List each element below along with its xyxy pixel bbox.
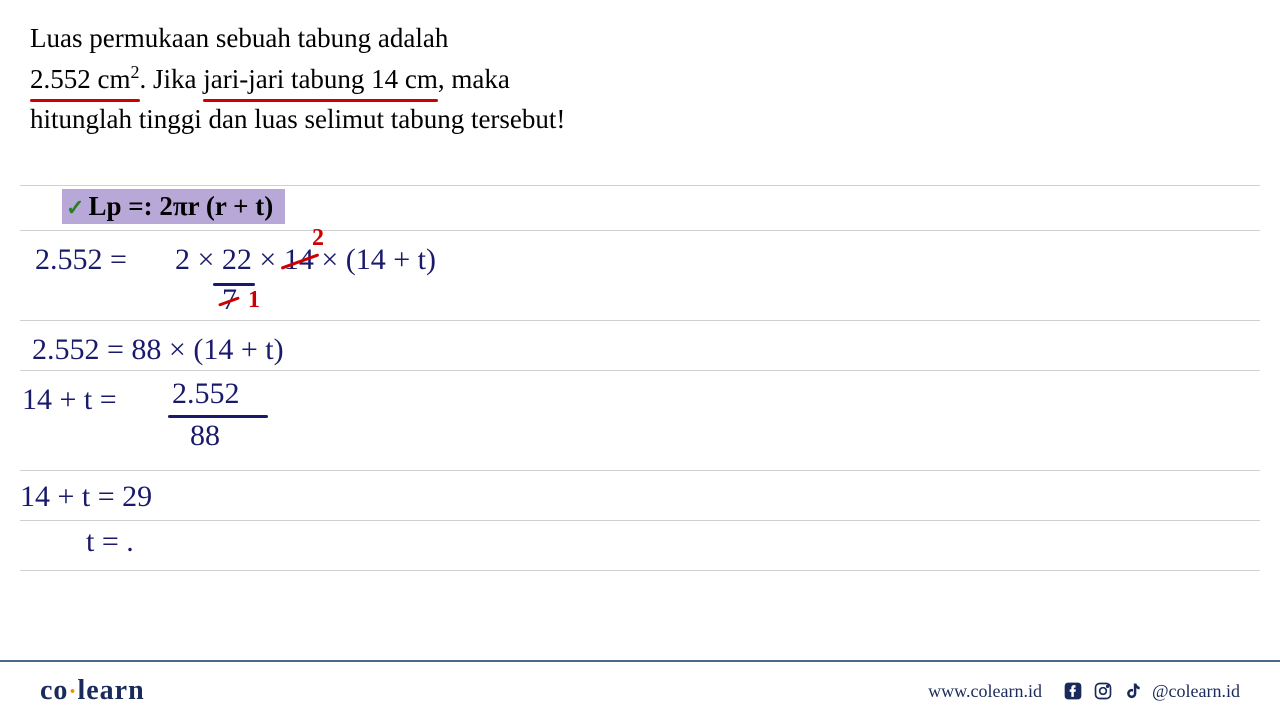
logo-co: co <box>40 675 68 706</box>
brand-logo: co·learn <box>40 675 145 707</box>
work-line3-left: 14 + t = <box>22 383 117 417</box>
ruled-line <box>20 570 1260 571</box>
work-line5: t = . <box>86 525 134 559</box>
logo-learn: learn <box>77 675 144 706</box>
checkmark-icon: ✓ <box>66 195 84 220</box>
red-subscript: 1 <box>248 287 260 314</box>
ruled-line <box>20 320 1260 321</box>
work-line1-left: 2.552 = <box>35 243 127 277</box>
social-icons: @colearn.id <box>1062 680 1240 702</box>
formula-highlight: ✓Lp =: 2πr (r + t) <box>62 189 285 224</box>
formula-text: Lp =: 2πr (r + t) <box>88 191 273 221</box>
text-mid2: , maka <box>438 64 510 94</box>
social-handle: @colearn.id <box>1152 681 1240 702</box>
instagram-icon <box>1092 680 1114 702</box>
ruled-line <box>20 185 1260 186</box>
ruled-line <box>20 520 1260 521</box>
work-line4: 14 + t = 29 <box>20 480 152 514</box>
work-line3-denom: 88 <box>190 419 220 453</box>
tiktok-icon <box>1122 680 1144 702</box>
ruled-line <box>20 470 1260 471</box>
ruled-line <box>20 370 1260 371</box>
footer: co·learn www.colearn.id @colearn.id <box>0 660 1280 720</box>
area-underlined: 2.552 cm2 <box>30 59 140 100</box>
ruled-line <box>20 230 1260 231</box>
fraction-line-2 <box>168 415 268 418</box>
facebook-icon <box>1062 680 1084 702</box>
problem-statement: Luas permukaan sebuah tabung adalah 2.55… <box>0 0 1280 150</box>
work-line2: 2.552 = 88 × (14 + t) <box>32 333 284 367</box>
work-line3-num: 2.552 <box>172 377 240 411</box>
radius-underlined: jari-jari tabung 14 cm <box>203 59 438 100</box>
footer-right: www.colearn.id @colearn.id <box>928 680 1240 702</box>
work-area: ✓Lp =: 2πr (r + t) 2.552 = 2 × 22 × 14 ×… <box>0 175 1280 650</box>
website-url: www.colearn.id <box>928 681 1042 702</box>
problem-line1: Luas permukaan sebuah tabung adalah <box>30 23 448 53</box>
red-exponent: 2 <box>312 225 324 252</box>
text-mid1: . Jika <box>140 64 204 94</box>
problem-line3: hitunglah tinggi dan luas selimut tabung… <box>30 104 565 134</box>
